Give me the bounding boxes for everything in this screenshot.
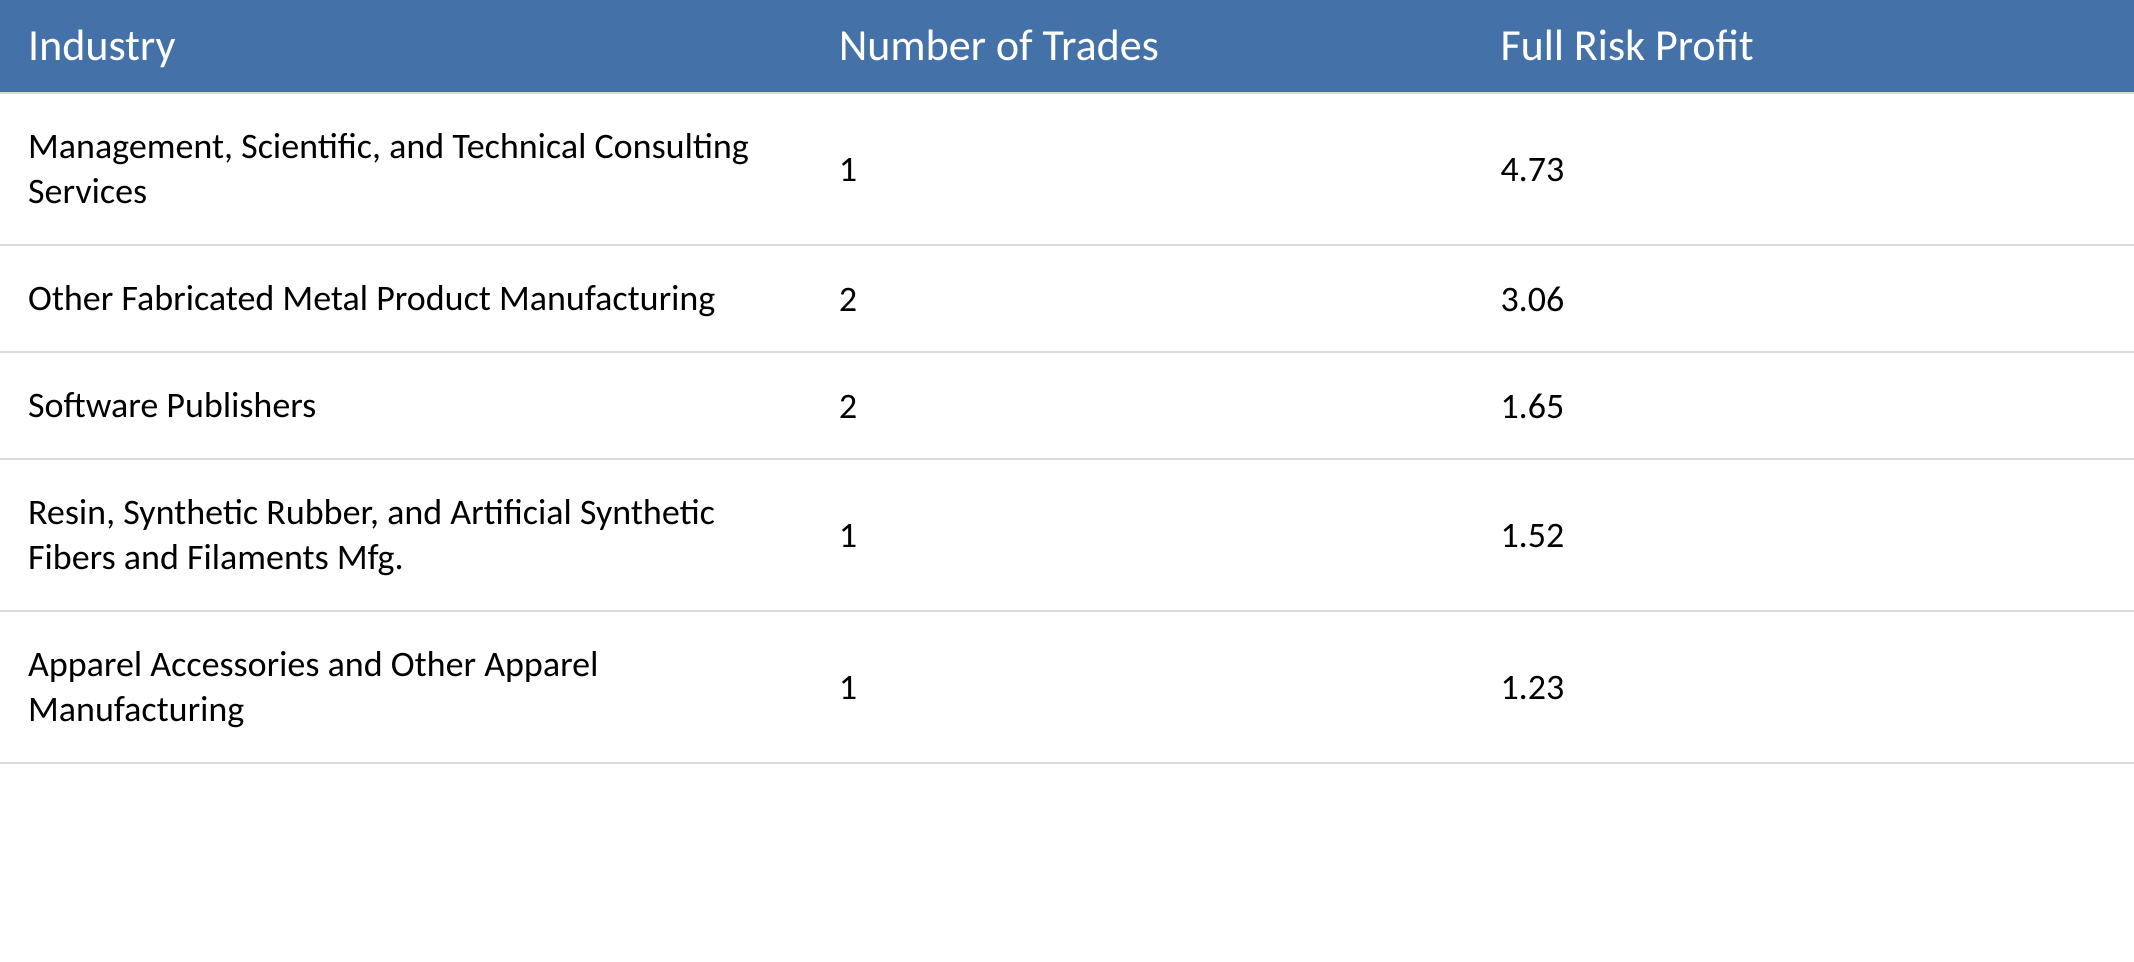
cell-industry: Resin, Synthetic Rubber, and Artificial … [0,459,811,611]
table-header-row: Industry Number of Trades Full Risk Prof… [0,0,2134,93]
table-row: Other Fabricated Metal Product Manufactu… [0,245,2134,352]
cell-trades: 2 [811,245,1473,352]
table-row: Resin, Synthetic Rubber, and Artificial … [0,459,2134,611]
table-row: Apparel Accessories and Other Apparel Ma… [0,611,2134,763]
cell-profit: 1.23 [1472,611,2134,763]
cell-industry: Apparel Accessories and Other Apparel Ma… [0,611,811,763]
cell-industry: Software Publishers [0,352,811,459]
cell-trades: 1 [811,611,1473,763]
table-row: Software Publishers 2 1.65 [0,352,2134,459]
cell-industry: Other Fabricated Metal Product Manufactu… [0,245,811,352]
cell-profit: 1.52 [1472,459,2134,611]
header-profit: Full Risk Profit [1472,0,2134,93]
cell-trades: 1 [811,459,1473,611]
industry-table-container: Industry Number of Trades Full Risk Prof… [0,0,2134,764]
cell-profit: 1.65 [1472,352,2134,459]
cell-trades: 1 [811,93,1473,245]
cell-profit: 4.73 [1472,93,2134,245]
industry-table: Industry Number of Trades Full Risk Prof… [0,0,2134,764]
cell-profit: 3.06 [1472,245,2134,352]
cell-trades: 2 [811,352,1473,459]
cell-industry: Management, Scientific, and Technical Co… [0,93,811,245]
table-row: Management, Scientific, and Technical Co… [0,93,2134,245]
header-industry: Industry [0,0,811,93]
header-trades: Number of Trades [811,0,1473,93]
